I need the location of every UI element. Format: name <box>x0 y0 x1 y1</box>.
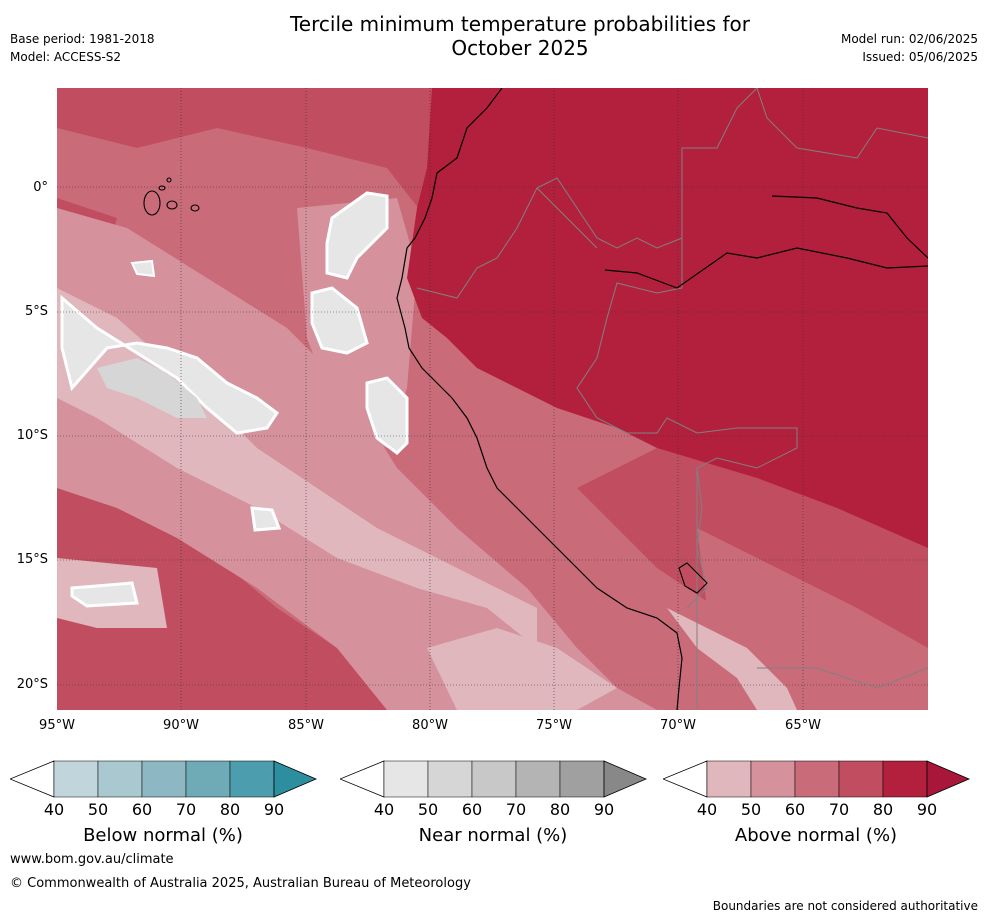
footer-url[interactable]: www.bom.gov.au/climate <box>10 852 174 867</box>
below-tick-70: 70 <box>175 800 197 819</box>
lat-label-10s: 10°S <box>16 428 48 443</box>
above-tick-50: 50 <box>740 800 762 819</box>
near-arrow-low <box>340 760 385 798</box>
lon-label-70w: 70°W <box>660 718 696 733</box>
meta-left: Base period: 1981-2018 Model: ACCESS-S2 <box>10 30 155 66</box>
ocean-band-70-south <box>57 488 387 710</box>
issued-date: Issued: 05/06/2025 <box>862 50 978 64</box>
near-patch-north <box>325 191 389 280</box>
colorbar-above <box>663 760 971 798</box>
above-tick-60: 60 <box>784 800 806 819</box>
above-swatch-80 <box>882 760 928 798</box>
colorbar-above-svg <box>663 760 971 798</box>
page-title: Tercile minimum temperature probabilitie… <box>250 12 790 60</box>
lat-label-5s: 5°S <box>24 304 48 319</box>
ocean-band-40-south <box>427 628 617 710</box>
near-patch-west-inner <box>97 358 207 418</box>
meta-right: Model run: 02/06/2025 Issued: 05/06/2025 <box>841 30 978 66</box>
near-tick-90: 90 <box>593 800 615 819</box>
lon-label-85w: 85°W <box>288 718 324 733</box>
near-swatch-70 <box>515 760 561 798</box>
near-patch-small <box>250 506 282 532</box>
colorbar-below-svg <box>10 760 318 798</box>
above-tick-70: 70 <box>828 800 850 819</box>
above-arrow-low <box>663 760 708 798</box>
near-tick-80: 80 <box>549 800 571 819</box>
land-above-40-coast <box>667 608 797 710</box>
footer-copyright: © Commonwealth of Australia 2025, Austra… <box>10 876 471 891</box>
map-svg <box>57 88 928 710</box>
lon-label-90w: 90°W <box>163 718 199 733</box>
below-swatch-70 <box>185 760 231 798</box>
below-arrow-high <box>273 760 318 798</box>
above-tick-80: 80 <box>872 800 894 819</box>
near-tick-60: 60 <box>461 800 483 819</box>
near-patch-mid <box>365 376 409 455</box>
below-tick-50: 50 <box>87 800 109 819</box>
near-tick-50: 50 <box>417 800 439 819</box>
below-tick-40: 40 <box>43 800 65 819</box>
colorbar-above-label: Above normal (%) <box>734 825 898 846</box>
near-patch-small-2 <box>130 259 156 278</box>
lat-label-15s: 15°S <box>16 552 48 567</box>
colorbar-near <box>340 760 648 798</box>
near-swatch-80 <box>559 760 605 798</box>
below-tick-60: 60 <box>131 800 153 819</box>
colorbar-below <box>10 760 318 798</box>
above-swatch-40 <box>706 760 752 798</box>
model-run: Model run: 02/06/2025 <box>840 32 978 46</box>
below-swatch-60 <box>141 760 187 798</box>
above-tick-40: 40 <box>696 800 718 819</box>
near-patch-west <box>60 294 280 435</box>
near-patch-north-2 <box>310 286 369 355</box>
colorbar-near-svg <box>340 760 648 798</box>
below-arrow-low <box>10 760 55 798</box>
coastline <box>396 88 683 710</box>
colorbar-near-label: Near normal (%) <box>418 825 568 846</box>
title-line-2: October 2025 <box>451 36 589 60</box>
probability-map <box>57 88 928 710</box>
title-line-1: Tercile minimum temperature probabilitie… <box>289 12 751 36</box>
lon-label-80w: 80°W <box>412 718 448 733</box>
ocean-band-50 <box>57 208 657 710</box>
land-above-60-south <box>697 528 928 710</box>
island-san-cristobal <box>190 204 200 212</box>
near-arrow-high <box>603 760 648 798</box>
lake-titicaca <box>678 562 708 594</box>
lat-label-0: 0° <box>33 180 48 195</box>
below-tick-80: 80 <box>219 800 241 819</box>
lon-label-95w: 95°W <box>39 718 75 733</box>
below-swatch-80 <box>229 760 275 798</box>
land-above-80 <box>407 88 928 548</box>
island-santa-cruz <box>166 200 178 210</box>
above-arrow-high <box>926 760 971 798</box>
lon-label-65w: 65°W <box>785 718 821 733</box>
colorbar-below-label: Below normal (%) <box>83 825 243 846</box>
above-swatch-70 <box>838 760 884 798</box>
below-swatch-40 <box>53 760 99 798</box>
model-name: Model: ACCESS-S2 <box>10 50 122 64</box>
footer-disclaimer: Boundaries are not considered authoritat… <box>712 899 978 913</box>
near-tick-70: 70 <box>505 800 527 819</box>
island-isabela <box>143 190 161 216</box>
island-small-1 <box>158 185 166 191</box>
island-small-2 <box>166 177 172 183</box>
graticule <box>57 88 928 710</box>
above-tick-90: 90 <box>916 800 938 819</box>
below-swatch-50 <box>97 760 143 798</box>
country-borders <box>416 88 928 710</box>
near-patch-south-box <box>70 581 139 608</box>
lat-label-20s: 20°S <box>16 677 48 692</box>
lon-label-75w: 75°W <box>536 718 572 733</box>
above-swatch-50 <box>750 760 796 798</box>
base-period: Base period: 1981-2018 <box>10 32 155 46</box>
near-swatch-60 <box>471 760 517 798</box>
galapagos-islands <box>143 177 200 216</box>
near-swatch-40 <box>383 760 429 798</box>
near-tick-40: 40 <box>373 800 395 819</box>
below-tick-90: 90 <box>263 800 285 819</box>
near-swatch-50 <box>427 760 473 798</box>
above-swatch-60 <box>794 760 840 798</box>
amazon-river <box>604 195 928 289</box>
